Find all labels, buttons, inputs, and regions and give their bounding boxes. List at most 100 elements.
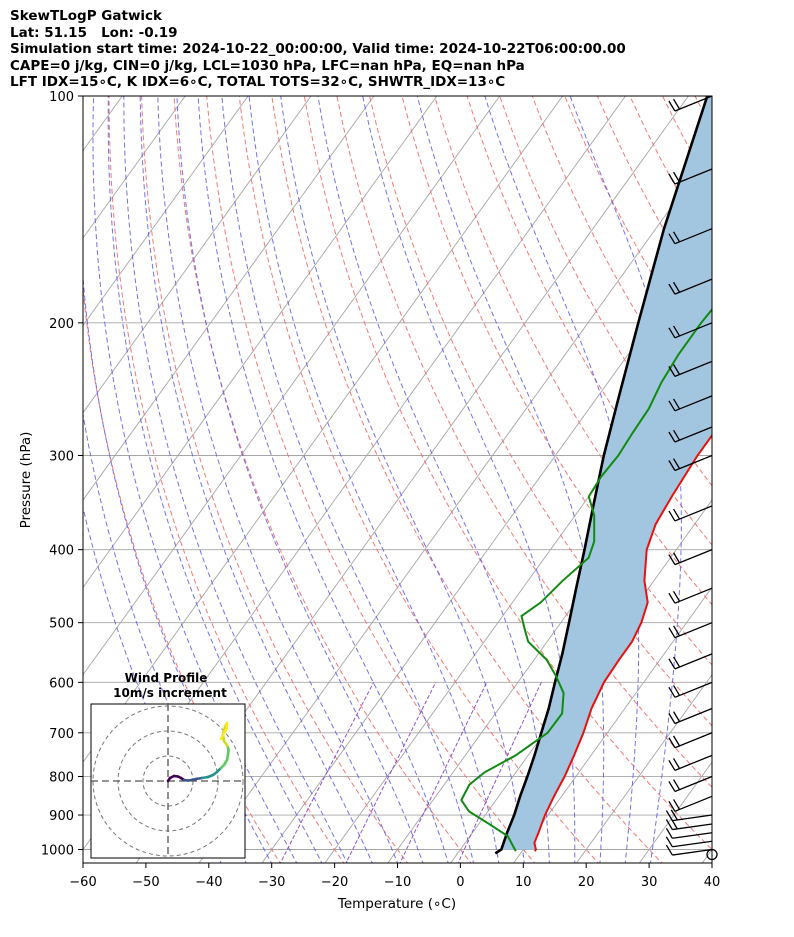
y-tick-label: 400 xyxy=(49,544,74,559)
moist-adiabat-line xyxy=(317,96,550,863)
wind-barb-flag xyxy=(668,713,676,724)
dewpoint-profile-line xyxy=(460,307,712,852)
x-tick-label: −60 xyxy=(69,875,96,890)
y-tick-label: 600 xyxy=(49,676,74,691)
dry-adiabat-line xyxy=(108,96,345,863)
wind-barb-flag xyxy=(672,231,681,243)
stability-indices-line: LFT IDX=15∘C, K IDX=6∘C, TOTAL TOTS=32∘C… xyxy=(10,74,506,90)
wind-barb xyxy=(665,827,713,839)
dry-adiabat-line xyxy=(369,96,712,727)
hodograph-trace-segment xyxy=(219,733,225,741)
hodograph-title: Wind Profile xyxy=(125,671,208,685)
wind-barb-flag xyxy=(668,173,676,185)
wind-barb-staff xyxy=(674,426,713,443)
wind-barb-staff xyxy=(674,322,713,339)
dry-adiabat-line xyxy=(466,96,712,546)
axes: −60 −50 −40 −30 −20 −10 0 10 20 30 40 100 200 300 400 5… xyxy=(41,90,720,890)
dry-adiabat-line xyxy=(760,96,794,866)
wind-barb-flag xyxy=(668,510,676,522)
x-tick-label: −40 xyxy=(195,875,222,890)
wind-barb xyxy=(668,505,713,522)
y-tick-label: 1000 xyxy=(41,844,74,859)
x-tick-label: 20 xyxy=(578,875,595,890)
wind-barb xyxy=(668,322,713,339)
moist-adiabat-line xyxy=(221,96,475,863)
wind-barb-flag xyxy=(672,458,681,469)
moist-adiabat-line xyxy=(248,96,500,863)
isotherm-line xyxy=(198,149,712,863)
moist-adiabat-line xyxy=(123,96,348,863)
y-tick-label: 900 xyxy=(49,809,74,824)
wind-barb-flag xyxy=(672,171,681,183)
wind-barb-flag xyxy=(665,819,673,830)
wind-barb-flag xyxy=(665,810,673,821)
wind-barb-flag xyxy=(668,327,676,339)
wind-barb xyxy=(668,454,713,472)
wind-barb-staff xyxy=(674,360,713,377)
wind-barb-flag xyxy=(672,325,681,337)
wind-barb xyxy=(665,836,713,848)
profiles xyxy=(460,96,712,855)
wind-barb-flag xyxy=(672,735,681,747)
wind-barb xyxy=(668,228,713,245)
dry-adiabat-line xyxy=(206,96,536,863)
dry-adiabat-line xyxy=(271,96,663,863)
wind-barb-staff xyxy=(674,505,713,522)
hodograph-subtitle: 10m/s increment xyxy=(113,686,227,700)
wind-barb-flag xyxy=(668,658,676,670)
moist-adiabat-line xyxy=(139,96,373,863)
wind-barb-flag xyxy=(668,781,676,792)
wind-barb-staff xyxy=(674,95,713,112)
wind-barb-flag xyxy=(668,592,676,604)
wind-barbs xyxy=(665,95,718,861)
wind-barb-staff xyxy=(674,653,713,670)
x-tick-label: 40 xyxy=(704,875,721,890)
cin-shaded-area xyxy=(501,96,712,850)
isotherm-line xyxy=(83,96,375,501)
wind-barb-flag xyxy=(665,836,673,848)
wind-barb xyxy=(668,622,713,639)
wind-barb-staff xyxy=(672,814,713,822)
wind-barb-staff xyxy=(674,168,713,185)
y-axis-label: Pressure (hPa) xyxy=(18,432,34,529)
wind-barb-flag xyxy=(672,711,681,722)
moist-adiabat-line xyxy=(92,96,298,863)
wind-barb xyxy=(668,549,713,566)
isotherm-line xyxy=(575,674,712,863)
wind-barb xyxy=(668,360,713,377)
wind-barb-flag xyxy=(668,800,676,812)
wind-barb-flag xyxy=(672,590,681,602)
dry-adiabat-line xyxy=(303,96,712,851)
mixing-ratio-line xyxy=(279,682,375,863)
isotherm-line xyxy=(261,237,712,863)
wind-barb-flag xyxy=(672,281,681,293)
wind-barb-staff xyxy=(674,228,713,245)
wind-barb xyxy=(668,168,713,185)
wind-barb-flag xyxy=(672,508,681,520)
temperature-profile-line xyxy=(533,433,712,852)
wind-barb xyxy=(668,426,713,443)
wind-barb-flag xyxy=(672,98,681,110)
wind-barb xyxy=(668,395,713,412)
isotherm-line xyxy=(83,96,312,414)
wind-barb-flag xyxy=(668,366,676,377)
wind-barb xyxy=(668,754,713,771)
chart-header: SkewTLogP Gatwick Lat: 51.15 Lon: -0.19 … xyxy=(10,8,626,91)
wind-barb-staff xyxy=(674,754,713,771)
chart-title: SkewTLogP Gatwick xyxy=(10,8,163,24)
mixing-ratio-line xyxy=(399,682,488,863)
x-axis-label: Temperature (∘C) xyxy=(337,896,456,912)
stability-params-line: CAPE=0 j/kg, CIN=0 j/kg, LCL=1030 hPa, L… xyxy=(10,57,525,74)
isotherm-line xyxy=(701,848,712,863)
x-tick-label: −50 xyxy=(132,875,159,890)
dry-adiabat-line xyxy=(336,96,712,788)
location-line: Lat: 51.15 Lon: -0.19 xyxy=(10,24,178,41)
wind-barb-flag xyxy=(672,656,681,668)
wind-barb xyxy=(668,278,713,295)
wind-barb-flag xyxy=(668,737,676,749)
moist-adiabat-line xyxy=(157,96,399,863)
wind-barb xyxy=(668,775,713,793)
wind-barb-staff xyxy=(674,732,713,749)
wind-barb-flag xyxy=(672,398,681,410)
wind-barb-staff xyxy=(672,848,713,856)
